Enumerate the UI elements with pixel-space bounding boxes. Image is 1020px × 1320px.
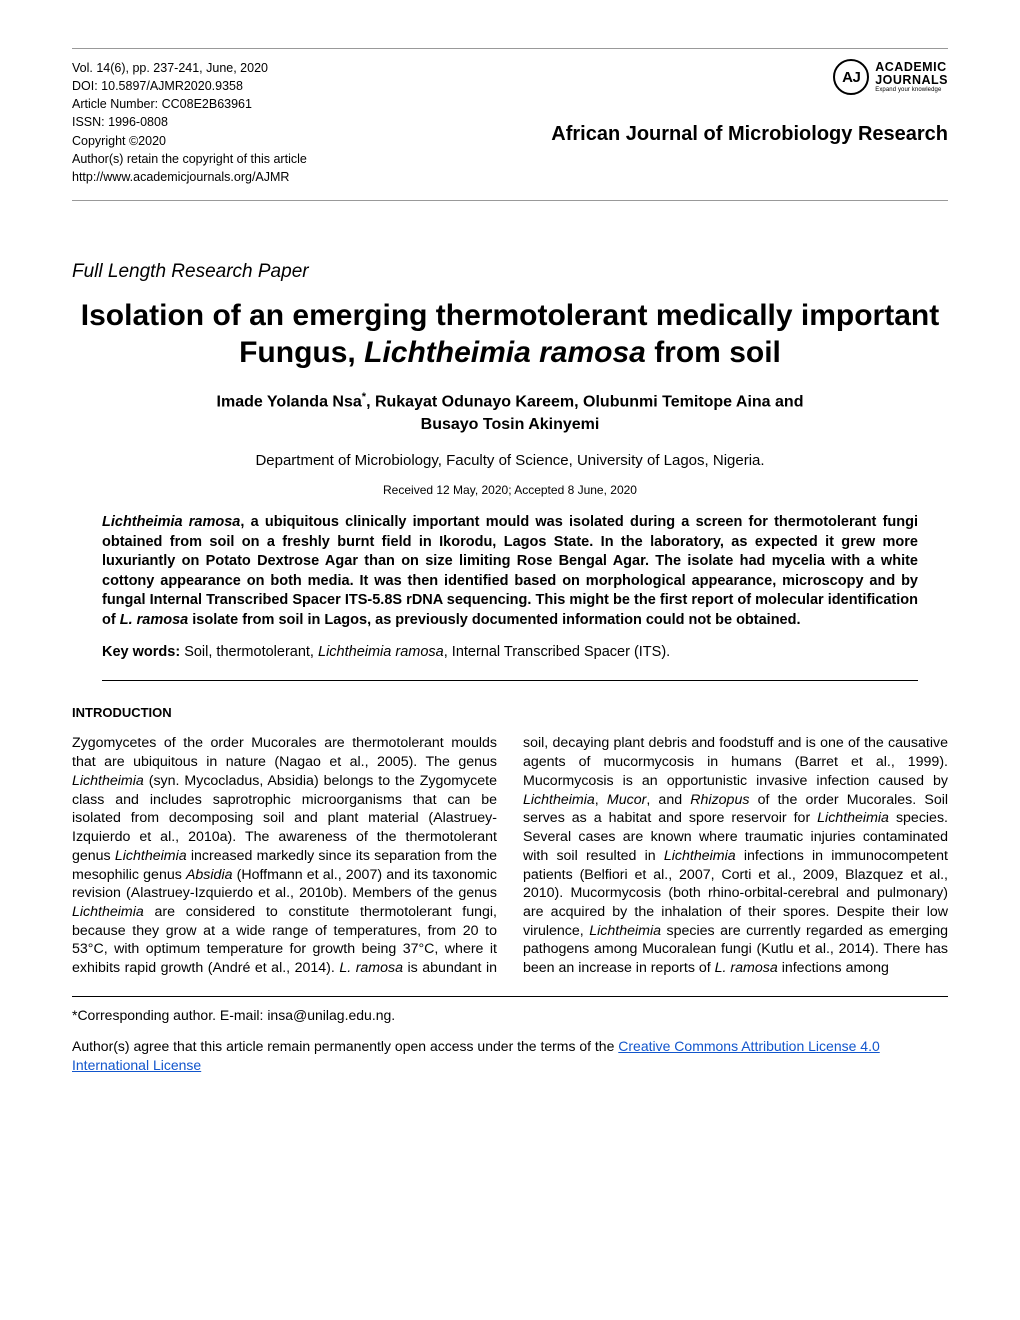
body-frag-8: , and (646, 792, 690, 808)
title-text-post: from soil (646, 336, 781, 369)
paper-type: Full Length Research Paper (72, 261, 948, 283)
body-sp-2: Lichtheimia (115, 848, 187, 864)
body-sp-1: Lichtheimia (72, 773, 144, 789)
authors: Imade Yolanda Nsa*, Rukayat Odunayo Kare… (72, 390, 948, 436)
publisher-logo-monogram-icon: AJ (833, 59, 869, 95)
license-statement: Author(s) agree that this article remain… (72, 1037, 948, 1075)
body-frag-7: , (595, 792, 607, 808)
corresponding-author: *Corresponding author. E-mail: insa@unil… (72, 1007, 948, 1023)
header-right: AJ ACADEMIC JOURNALS Expand your knowled… (551, 59, 948, 146)
authors-rest-line1: , Rukayat Odunayo Kareem, Olubunmi Temit… (366, 393, 803, 410)
title-species: Lichtheimia ramosa (364, 336, 646, 369)
body-sp-9: Lichtheimia (664, 848, 736, 864)
header-metadata-left: Vol. 14(6), pp. 237-241, June, 2020 DOI:… (72, 59, 307, 186)
meta-issn: ISSN: 1996-0808 (72, 113, 307, 131)
body-frag-13: infections among (778, 960, 889, 976)
authors-line2: Busayo Tosin Akinyemi (421, 416, 600, 433)
publisher-logo-tagline: Expand your knowledge (875, 87, 941, 93)
publisher-logo-brand-1: ACADEMIC (875, 61, 946, 74)
body-sp-5: Lichtheimia (523, 792, 595, 808)
meta-copyright: Copyright ©2020 (72, 132, 307, 150)
body-sp-7: Rhizopus (690, 792, 749, 808)
body-sp-4: Lichtheimia (72, 904, 144, 920)
abstract-body-1: , a ubiquitous clinically important moul… (102, 514, 918, 628)
abstract-block: Lichtheimia ramosa, a ubiquitous clinica… (72, 513, 948, 660)
keywords-species: Lichtheimia ramosa (318, 644, 444, 660)
meta-volume: Vol. 14(6), pp. 237-241, June, 2020 (72, 59, 307, 77)
license-text-pre: Author(s) agree that this article remain… (72, 1038, 618, 1054)
journal-name: African Journal of Microbiology Research (551, 123, 948, 146)
body-sp-11: L. ramosa (715, 960, 778, 976)
keywords-pre: Soil, thermotolerant, (180, 644, 318, 660)
publisher-logo-brand-2: JOURNALS (875, 74, 948, 87)
body-sp-8: Lichtheimia (817, 810, 889, 826)
abstract-text: Lichtheimia ramosa, a ubiquitous clinica… (102, 513, 918, 630)
header-metadata-box: Vol. 14(6), pp. 237-241, June, 2020 DOI:… (72, 48, 948, 201)
body-sp-3: Absidia (186, 867, 233, 883)
footer-rule (72, 996, 948, 997)
keywords: Key words: Soil, thermotolerant, Lichthe… (102, 644, 918, 660)
abstract-species-mid: L. ramosa (120, 612, 189, 628)
affiliation: Department of Microbiology, Faculty of S… (72, 452, 948, 469)
article-title: Isolation of an emerging thermotolerant … (72, 297, 948, 372)
body-sp-10: Lichtheimia (589, 923, 661, 939)
publisher-logo: AJ ACADEMIC JOURNALS Expand your knowled… (833, 59, 948, 95)
meta-doi: DOI: 10.5897/AJMR2020.9358 (72, 77, 307, 95)
abstract-species-lead: Lichtheimia ramosa (102, 514, 240, 530)
keywords-label: Key words: (102, 644, 180, 660)
body-sp-lead-2: L. ramosa (339, 960, 403, 976)
section-heading-introduction: INTRODUCTION (72, 705, 948, 720)
meta-url: http://www.academicjournals.org/AJMR (72, 168, 307, 186)
meta-article-number: Article Number: CC08E2B63961 (72, 95, 307, 113)
author-1: Imade Yolanda Nsa (217, 393, 362, 410)
abstract-rule (102, 680, 918, 681)
body-sp-6: Mucor (607, 792, 646, 808)
body-columns: Zygomycetes of the order Mucorales are t… (72, 734, 948, 978)
publisher-logo-text: ACADEMIC JOURNALS Expand your knowledge (875, 61, 948, 94)
meta-authors-retain: Author(s) retain the copyright of this a… (72, 150, 307, 168)
abstract-body-2: isolate from soil in Lagos, as previousl… (188, 612, 800, 628)
body-frag-1: Zygomycetes of the order Mucorales are t… (72, 735, 497, 770)
received-accepted-dates: Received 12 May, 2020; Accepted 8 June, … (72, 483, 948, 497)
keywords-post: , Internal Transcribed Spacer (ITS). (444, 644, 670, 660)
